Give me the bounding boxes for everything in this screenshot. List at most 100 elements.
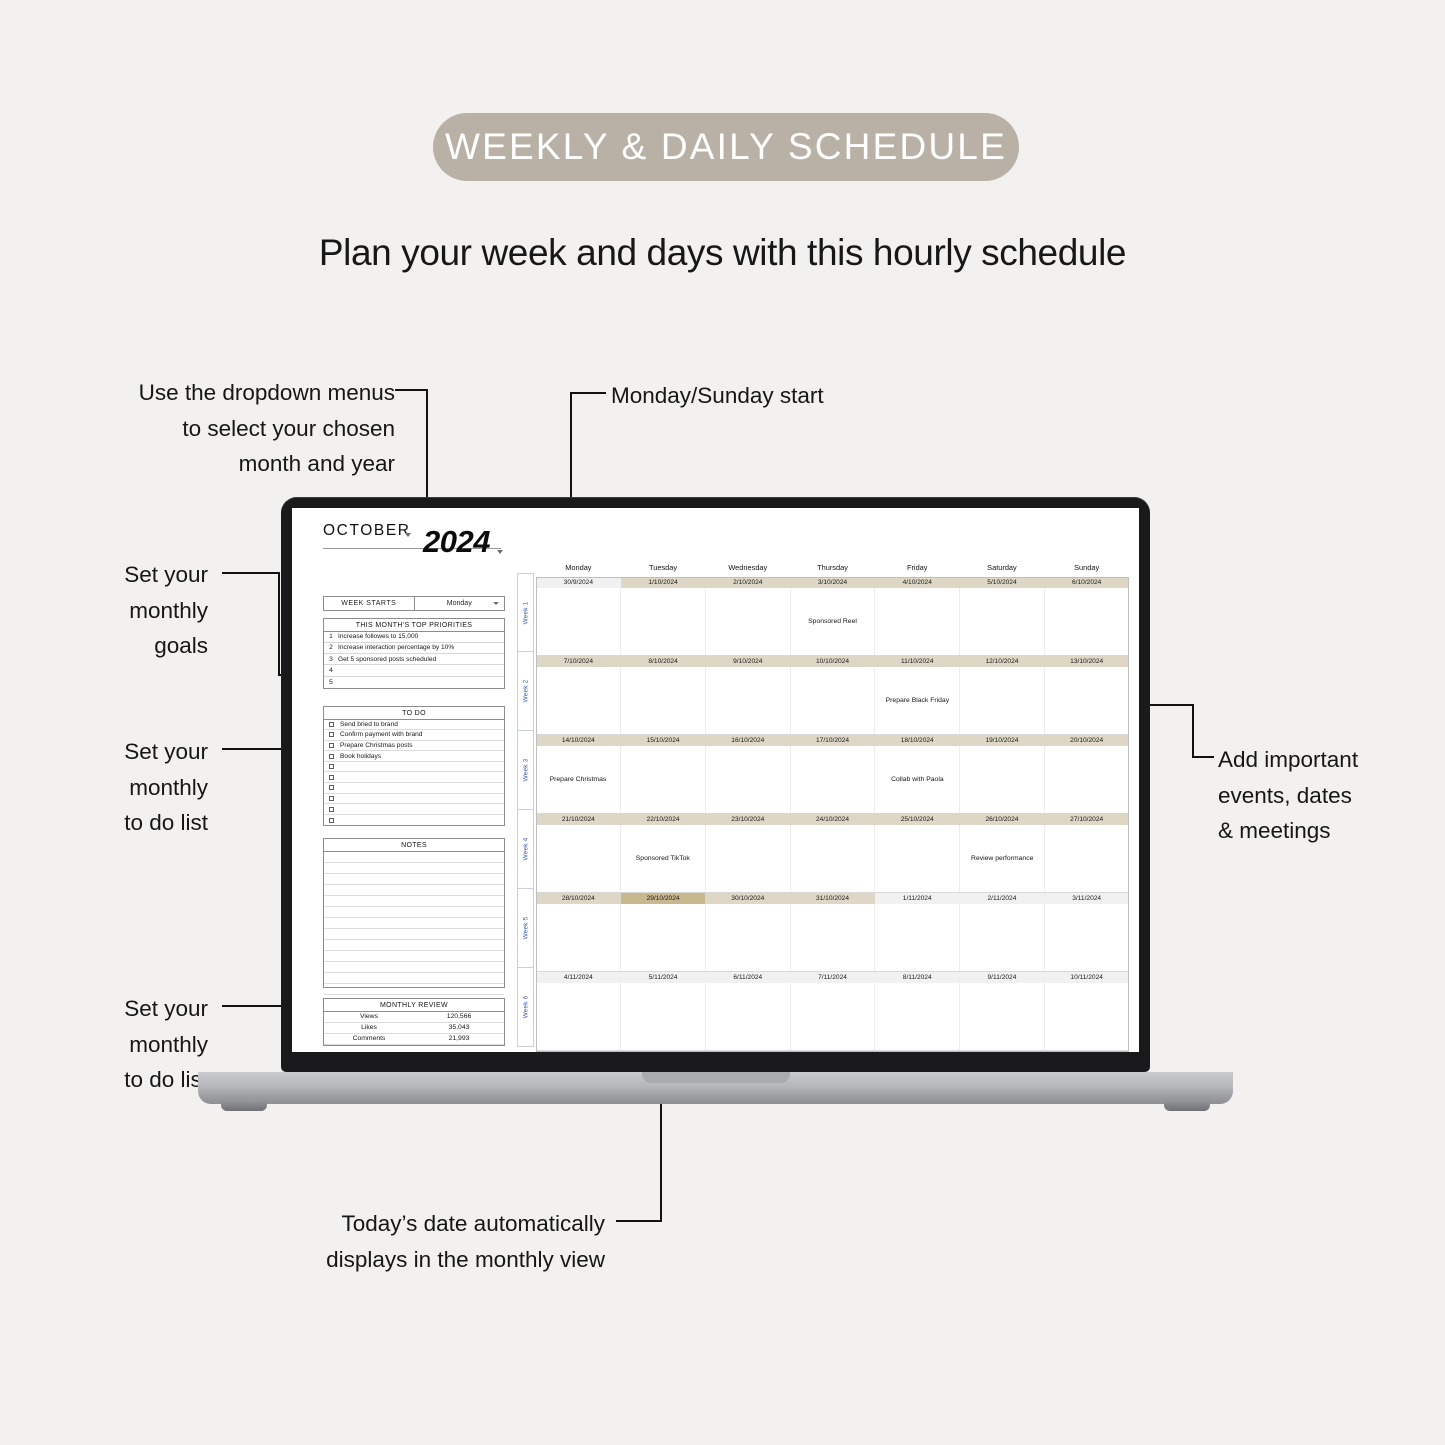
checkbox[interactable] <box>329 774 334 780</box>
event-cell[interactable] <box>621 588 706 655</box>
date-cell[interactable]: 16/10/2024 <box>705 735 791 746</box>
date-cell[interactable]: 7/10/2024 <box>536 656 621 667</box>
priority-row[interactable]: 5 <box>324 677 504 688</box>
date-cell[interactable]: 2/10/2024 <box>705 577 791 588</box>
event-cell[interactable] <box>706 588 791 655</box>
event-cell[interactable] <box>791 746 876 813</box>
todo-row[interactable] <box>324 804 504 815</box>
notes-line[interactable] <box>324 951 504 962</box>
event-cell[interactable] <box>1045 588 1129 655</box>
date-cell[interactable]: 1/11/2024 <box>874 893 960 904</box>
notes-line[interactable] <box>324 962 504 973</box>
event-cell[interactable] <box>960 904 1046 971</box>
checkbox[interactable] <box>329 732 334 738</box>
todo-row[interactable] <box>324 815 504 826</box>
date-cell[interactable]: 8/10/2024 <box>620 656 706 667</box>
event-cell[interactable] <box>960 667 1046 734</box>
event-cell[interactable] <box>621 746 706 813</box>
date-cell[interactable]: 28/10/2024 <box>536 893 621 904</box>
date-cell[interactable]: 27/10/2024 <box>1044 814 1130 825</box>
date-cell[interactable]: 11/10/2024 <box>874 656 960 667</box>
chevron-down-icon-year[interactable] <box>497 550 503 554</box>
event-cell[interactable] <box>960 588 1046 655</box>
event-cell[interactable] <box>621 983 706 1050</box>
todo-row[interactable]: Prepare Christmas posts <box>324 741 504 752</box>
date-cell[interactable]: 17/10/2024 <box>790 735 875 746</box>
checkbox[interactable] <box>329 753 334 759</box>
date-cell[interactable]: 10/10/2024 <box>790 656 875 667</box>
notes-line[interactable] <box>324 852 504 863</box>
checkbox[interactable] <box>329 817 334 823</box>
date-cell-today[interactable]: 29/10/2024 <box>620 893 706 904</box>
priority-row[interactable]: 3 Get 5 sponsored posts scheduled <box>324 654 504 666</box>
todo-row[interactable] <box>324 794 504 805</box>
date-cell[interactable]: 25/10/2024 <box>874 814 960 825</box>
date-cell[interactable]: 24/10/2024 <box>790 814 875 825</box>
event-cell[interactable] <box>536 588 621 655</box>
notes-line[interactable] <box>324 918 504 929</box>
event-cell[interactable] <box>706 825 791 892</box>
event-cell[interactable]: Sponsored TikTok <box>621 825 706 892</box>
event-cell[interactable] <box>791 825 876 892</box>
date-cell[interactable]: 22/10/2024 <box>620 814 706 825</box>
chevron-down-icon[interactable] <box>405 533 411 537</box>
event-cell[interactable] <box>621 667 706 734</box>
chevron-down-icon-weekstart[interactable] <box>493 602 499 605</box>
year-dropdown[interactable]: 2024 <box>423 524 490 559</box>
checkbox[interactable] <box>329 785 334 791</box>
event-cell[interactable] <box>875 904 961 971</box>
todo-row[interactable]: Confirm payment with brand <box>324 730 504 741</box>
date-cell[interactable]: 19/10/2024 <box>959 735 1045 746</box>
week-starts-value[interactable]: Monday <box>415 597 505 610</box>
checkbox[interactable] <box>329 806 334 812</box>
event-cell[interactable] <box>536 667 621 734</box>
event-cell[interactable]: Prepare Christmas <box>536 746 621 813</box>
event-cell[interactable] <box>621 904 706 971</box>
event-cell[interactable] <box>706 904 791 971</box>
todo-row[interactable]: Book holidays <box>324 751 504 762</box>
event-cell[interactable] <box>536 983 621 1050</box>
notes-line[interactable] <box>324 940 504 951</box>
date-cell[interactable]: 4/11/2024 <box>536 972 621 983</box>
notes-line[interactable] <box>324 984 504 995</box>
todo-row[interactable]: Send bried to brand <box>324 720 504 731</box>
notes-line[interactable] <box>324 885 504 896</box>
date-cell[interactable]: 8/11/2024 <box>874 972 960 983</box>
event-cell[interactable] <box>875 983 961 1050</box>
date-cell[interactable]: 3/10/2024 <box>790 577 875 588</box>
event-cell[interactable] <box>960 983 1046 1050</box>
notes-line[interactable] <box>324 907 504 918</box>
priority-row[interactable]: 4 <box>324 665 504 677</box>
todo-row[interactable] <box>324 772 504 784</box>
date-cell[interactable]: 9/11/2024 <box>959 972 1045 983</box>
date-cell[interactable]: 12/10/2024 <box>959 656 1045 667</box>
event-cell[interactable] <box>791 667 876 734</box>
date-cell[interactable]: 10/11/2024 <box>1044 972 1130 983</box>
notes-line[interactable] <box>324 874 504 885</box>
event-cell[interactable] <box>1045 746 1129 813</box>
todo-row[interactable] <box>324 762 504 773</box>
date-cell[interactable]: 31/10/2024 <box>790 893 875 904</box>
event-cell[interactable] <box>1045 904 1129 971</box>
event-cell[interactable] <box>536 825 621 892</box>
event-cell[interactable] <box>706 746 791 813</box>
event-cell[interactable]: Prepare Black Friday <box>875 667 961 734</box>
date-cell[interactable]: 14/10/2024 <box>536 735 621 746</box>
event-cell[interactable] <box>706 667 791 734</box>
date-cell[interactable]: 6/11/2024 <box>705 972 791 983</box>
date-cell[interactable]: 15/10/2024 <box>620 735 706 746</box>
event-cell[interactable] <box>706 983 791 1050</box>
notes-line[interactable] <box>324 896 504 907</box>
notes-lines[interactable] <box>324 852 504 995</box>
date-cell[interactable]: 2/11/2024 <box>959 893 1045 904</box>
date-cell[interactable]: 3/11/2024 <box>1044 893 1130 904</box>
date-cell[interactable]: 5/10/2024 <box>959 577 1045 588</box>
notes-line[interactable] <box>324 929 504 940</box>
date-cell[interactable]: 18/10/2024 <box>874 735 960 746</box>
notes-line[interactable] <box>324 973 504 984</box>
priority-row[interactable]: 1 Increase followes to 15,000 <box>324 632 504 643</box>
event-cell[interactable] <box>1045 667 1129 734</box>
date-cell[interactable]: 26/10/2024 <box>959 814 1045 825</box>
date-cell[interactable]: 4/10/2024 <box>874 577 960 588</box>
event-cell[interactable] <box>1045 825 1129 892</box>
